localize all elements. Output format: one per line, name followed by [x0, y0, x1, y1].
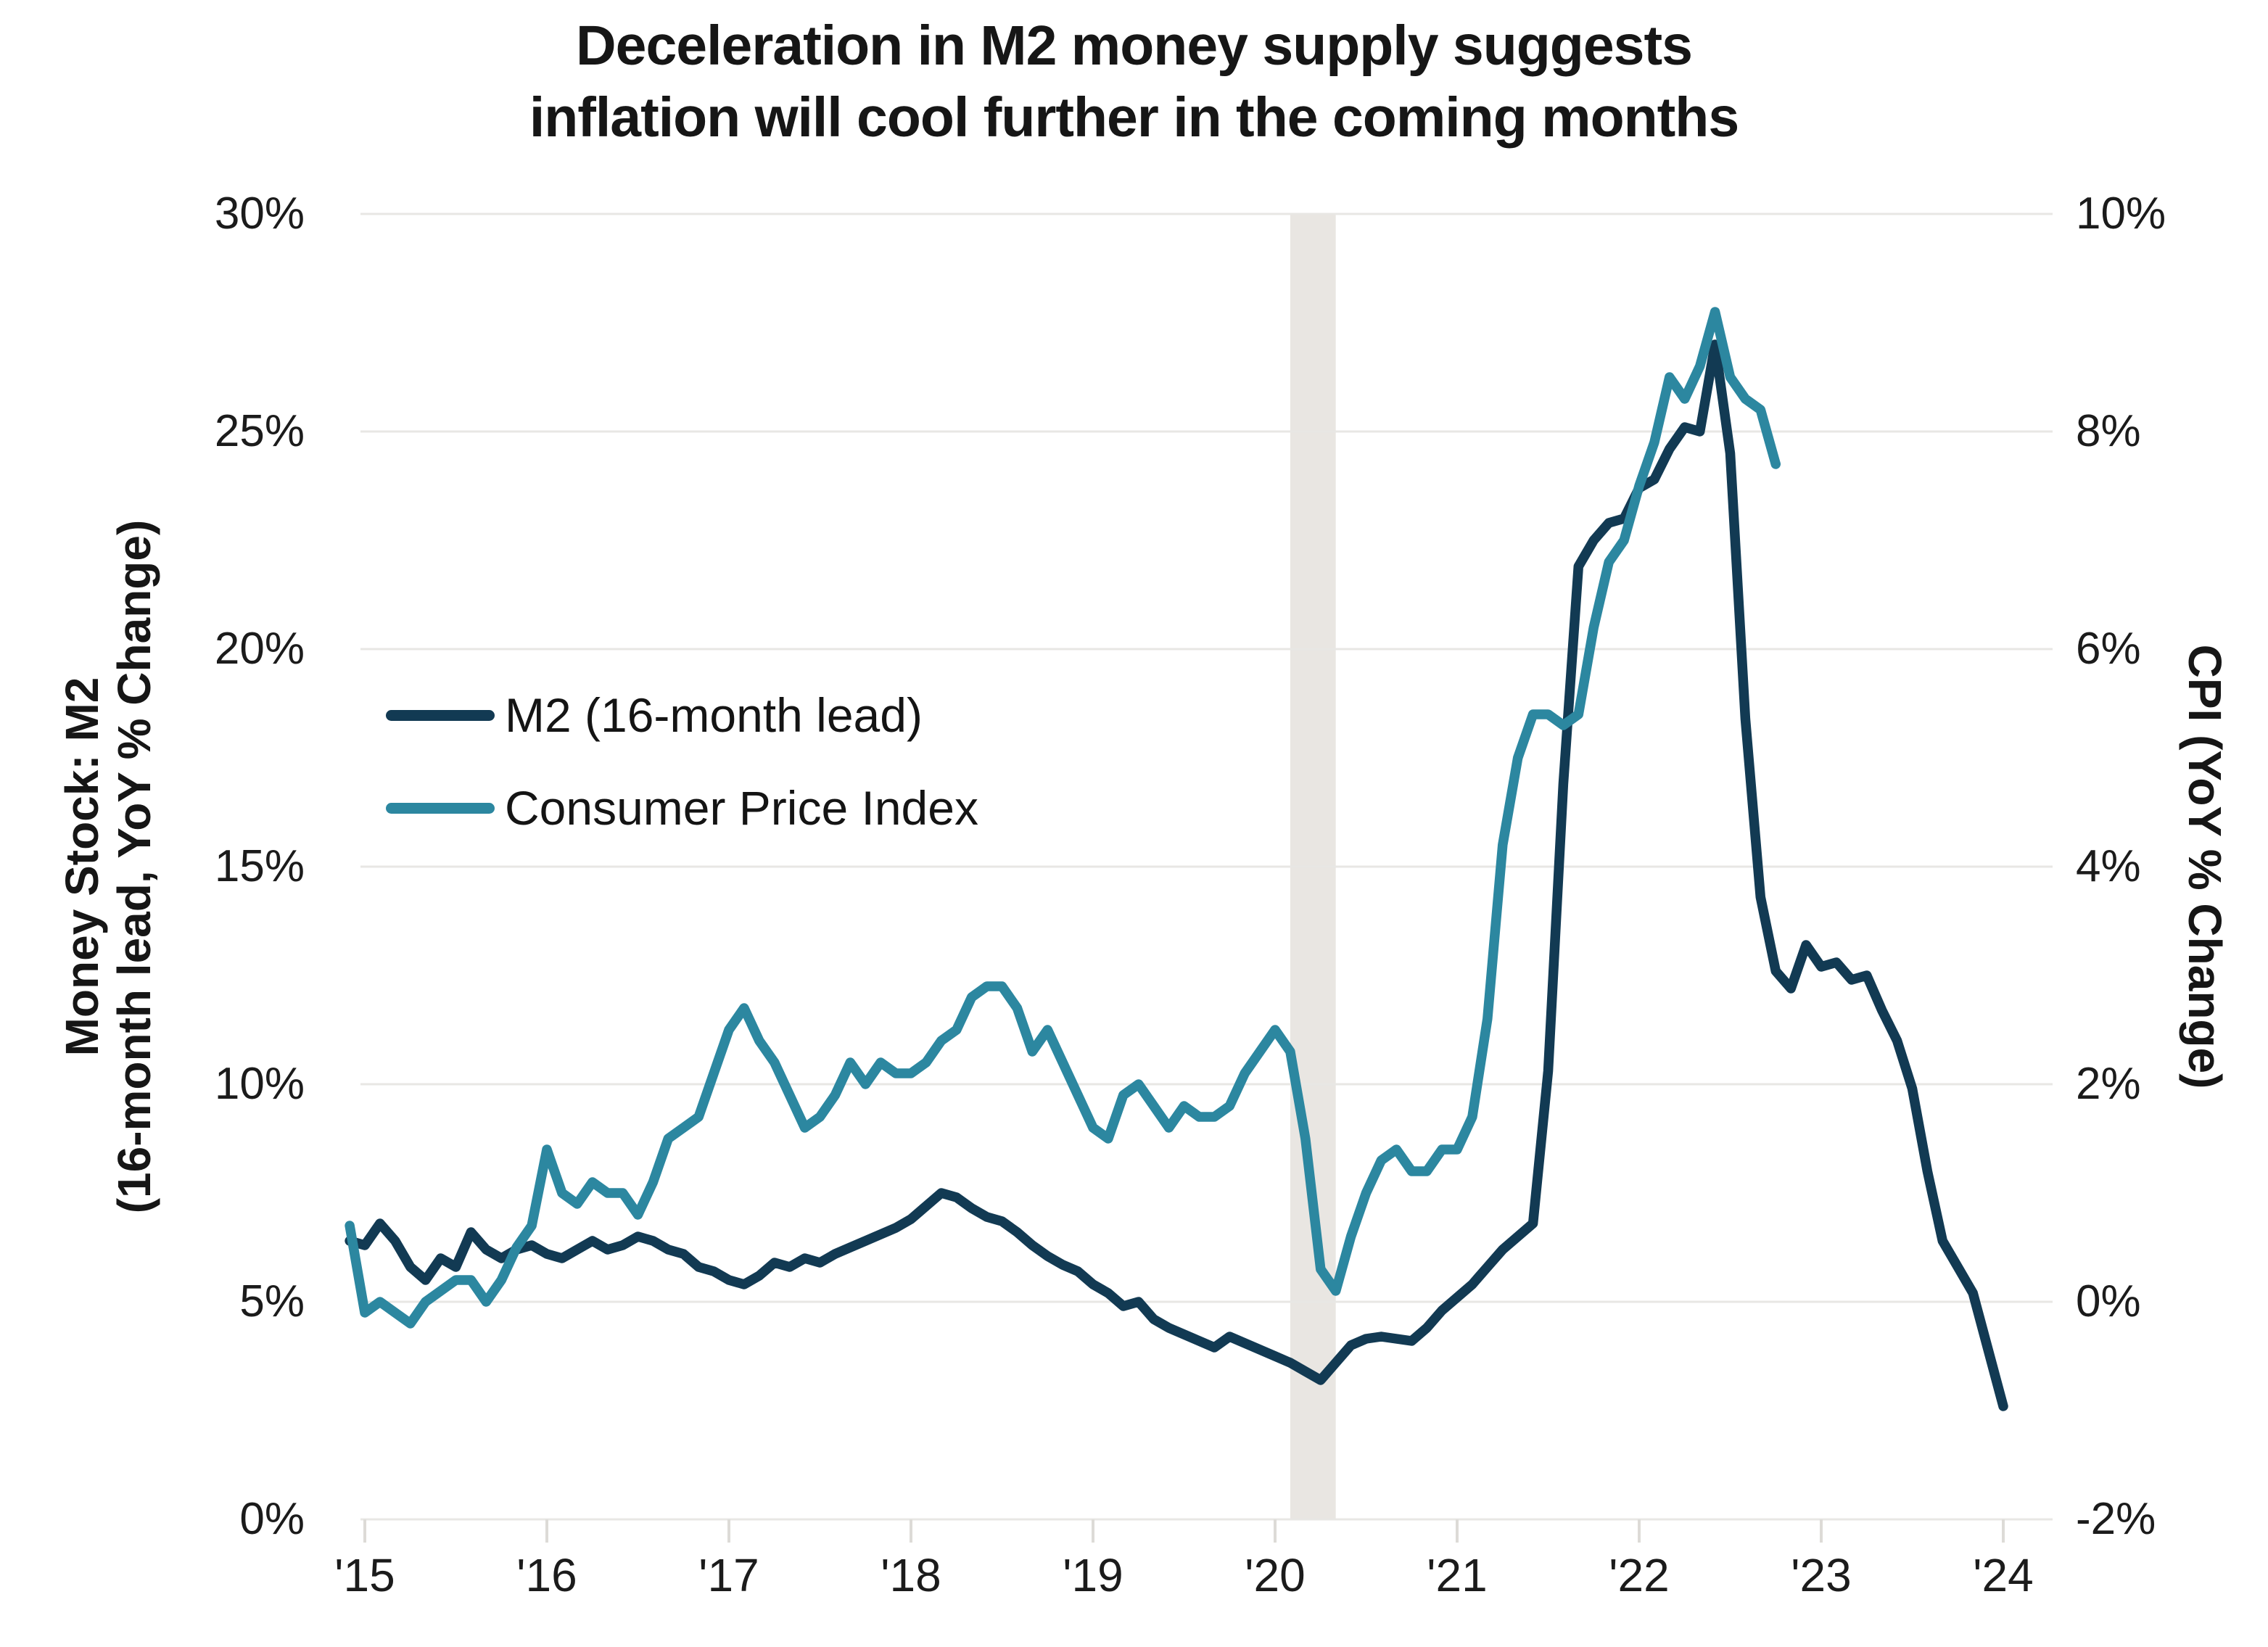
- left-tick-0%: 0%: [239, 1494, 305, 1544]
- x-tick-'19: '19: [1063, 1549, 1123, 1601]
- right-axis-title-text: CPI (YoY % Change): [2179, 644, 2232, 1089]
- chart-title-line2: inflation will cool further in the comin…: [529, 86, 1739, 149]
- m2-legend-label: M2 (16-month lead): [505, 688, 923, 742]
- m2-line: [345, 339, 2008, 1411]
- x-tick-'18: '18: [881, 1549, 941, 1601]
- x-tick-'20: '20: [1245, 1549, 1306, 1601]
- legend-item-m2: M2 (16-month lead): [386, 669, 978, 761]
- legend-item-cpi: Consumer Price Index: [386, 761, 978, 854]
- left-tick-30%: 30%: [214, 189, 305, 239]
- x-tick-'17: '17: [698, 1549, 759, 1601]
- left-axis-title-line2: (16-month lead, YoY % Change): [108, 519, 160, 1214]
- gridlines: [360, 212, 2053, 1521]
- chart-title-line1: Deceleration in M2 money supply suggests: [576, 15, 1693, 77]
- x-tick-'16: '16: [516, 1549, 577, 1601]
- x-tick-marks: [363, 1519, 2005, 1543]
- right-tick-10%: 10%: [2076, 189, 2166, 239]
- right-axis-title: CPI (YoY % Change): [2165, 468, 2245, 1266]
- left-tick-15%: 15%: [214, 841, 305, 891]
- left-axis-title-line1: Money Stock: M2: [56, 677, 109, 1057]
- left-tick-10%: 10%: [214, 1059, 305, 1109]
- x-tick-'15: '15: [334, 1549, 395, 1601]
- left-tick-5%: 5%: [239, 1276, 305, 1326]
- left-axis-title: Money Stock: M2 (16-month lead, YoY % Ch…: [47, 250, 170, 1483]
- right-tick-0%: 0%: [2076, 1276, 2141, 1326]
- legend: M2 (16-month lead) Consumer Price Index: [386, 669, 978, 854]
- x-tick-'24: '24: [1973, 1549, 2034, 1601]
- chart-title: Deceleration in M2 money supply suggests…: [0, 10, 2268, 153]
- cpi-line: [345, 307, 1781, 1329]
- right-tick-6%: 6%: [2076, 624, 2141, 674]
- x-tick-'21: '21: [1427, 1549, 1488, 1601]
- cpi-legend-label: Consumer Price Index: [505, 781, 978, 835]
- m2-legend-swatch: [386, 709, 495, 721]
- x-tick-'22: '22: [1609, 1549, 1670, 1601]
- right-tick--2%: -2%: [2076, 1494, 2156, 1544]
- right-tick-8%: 8%: [2076, 406, 2141, 456]
- left-tick-25%: 25%: [214, 406, 305, 456]
- left-tick-20%: 20%: [214, 624, 305, 674]
- right-tick-2%: 2%: [2076, 1059, 2141, 1109]
- x-tick-'23: '23: [1791, 1549, 1852, 1601]
- cpi-legend-swatch: [386, 802, 495, 814]
- right-tick-4%: 4%: [2076, 841, 2141, 891]
